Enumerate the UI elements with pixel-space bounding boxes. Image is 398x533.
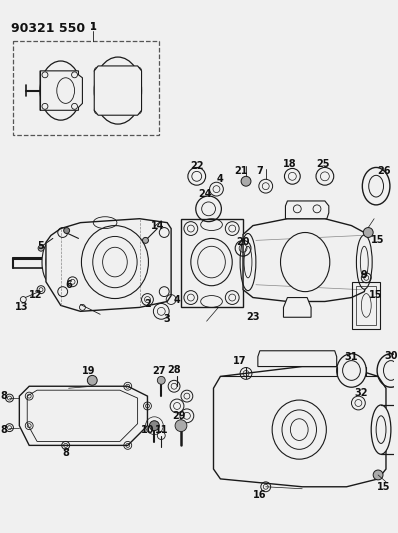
Text: 6: 6 <box>65 280 72 290</box>
Ellipse shape <box>40 61 82 120</box>
Polygon shape <box>283 297 311 317</box>
Text: 11: 11 <box>154 425 168 434</box>
Circle shape <box>38 245 44 251</box>
Text: 27: 27 <box>152 367 166 376</box>
Text: 9: 9 <box>361 270 368 280</box>
Polygon shape <box>181 219 243 308</box>
Text: 8: 8 <box>0 391 7 401</box>
Ellipse shape <box>281 232 330 292</box>
Text: 10: 10 <box>141 425 154 434</box>
Circle shape <box>373 470 383 480</box>
Text: 1: 1 <box>90 22 97 33</box>
Circle shape <box>175 420 187 432</box>
Text: 4: 4 <box>174 295 180 304</box>
Text: 24: 24 <box>198 189 211 199</box>
Text: 21: 21 <box>234 166 248 176</box>
Text: 15: 15 <box>369 289 383 300</box>
Text: 31: 31 <box>345 352 358 362</box>
Bar <box>14 41 159 135</box>
Circle shape <box>149 421 159 431</box>
Polygon shape <box>285 201 329 219</box>
Circle shape <box>87 375 97 385</box>
Text: 8: 8 <box>0 425 7 434</box>
Text: 7: 7 <box>256 166 263 176</box>
Text: 30: 30 <box>384 351 398 361</box>
Circle shape <box>157 376 165 384</box>
Polygon shape <box>258 351 337 367</box>
Text: 12: 12 <box>29 289 43 300</box>
Text: 1: 1 <box>90 22 97 33</box>
Text: 16: 16 <box>253 490 267 499</box>
Text: 90321 550: 90321 550 <box>12 21 86 35</box>
Text: 17: 17 <box>233 356 247 366</box>
Text: 5: 5 <box>38 241 45 251</box>
Circle shape <box>241 176 251 186</box>
Text: 22: 22 <box>190 161 203 172</box>
Text: 25: 25 <box>316 159 330 169</box>
Text: 23: 23 <box>246 312 259 322</box>
Ellipse shape <box>371 405 391 454</box>
Text: 3: 3 <box>164 314 171 324</box>
Polygon shape <box>20 386 148 446</box>
Polygon shape <box>94 66 142 115</box>
Ellipse shape <box>42 241 60 283</box>
Text: 28: 28 <box>167 366 181 375</box>
Text: 19: 19 <box>82 367 95 376</box>
Text: 20: 20 <box>236 237 250 247</box>
Circle shape <box>142 237 148 244</box>
Polygon shape <box>40 71 82 110</box>
Text: 26: 26 <box>377 166 391 176</box>
Polygon shape <box>213 367 386 487</box>
Text: 4: 4 <box>217 174 224 184</box>
Polygon shape <box>243 219 368 302</box>
Circle shape <box>64 228 70 233</box>
Text: 2: 2 <box>144 300 151 310</box>
Bar <box>353 282 380 329</box>
Ellipse shape <box>337 354 366 387</box>
Text: 32: 32 <box>355 388 368 398</box>
Bar <box>356 286 376 325</box>
Text: 15: 15 <box>377 482 391 492</box>
Polygon shape <box>46 219 171 311</box>
Ellipse shape <box>94 57 142 124</box>
Text: 15: 15 <box>371 236 385 245</box>
Circle shape <box>363 228 373 237</box>
Text: 18: 18 <box>283 159 296 169</box>
Text: 13: 13 <box>15 302 28 312</box>
Text: 14: 14 <box>150 221 164 231</box>
Ellipse shape <box>356 235 372 289</box>
Text: 29: 29 <box>172 411 186 421</box>
Text: 8: 8 <box>62 448 69 458</box>
